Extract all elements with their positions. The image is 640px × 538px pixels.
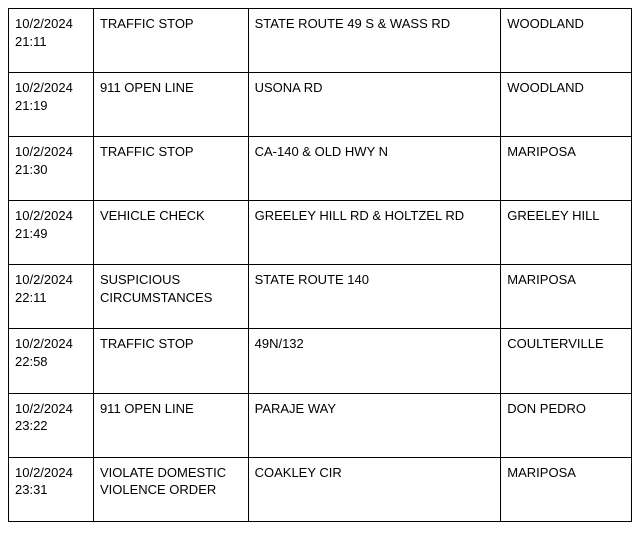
table-row: 10/2/2024 21:49 VEHICLE CHECK GREELEY HI… bbox=[9, 201, 632, 265]
cell-time: 23:22 bbox=[15, 417, 87, 435]
table-row: 10/2/2024 22:11 SUSPICIOUS CIRCUMSTANCES… bbox=[9, 265, 632, 329]
cell-incident-type: 911 OPEN LINE bbox=[93, 73, 248, 137]
cell-city: COULTERVILLE bbox=[501, 329, 632, 393]
cell-location: PARAJE WAY bbox=[248, 393, 501, 457]
cell-datetime: 10/2/2024 21:11 bbox=[9, 9, 94, 73]
cell-location: STATE ROUTE 49 S & WASS RD bbox=[248, 9, 501, 73]
cell-incident-type: SUSPICIOUS CIRCUMSTANCES bbox=[93, 265, 248, 329]
cell-city: GREELEY HILL bbox=[501, 201, 632, 265]
cell-date: 10/2/2024 bbox=[15, 271, 87, 289]
cell-date: 10/2/2024 bbox=[15, 207, 87, 225]
cell-location: GREELEY HILL RD & HOLTZEL RD bbox=[248, 201, 501, 265]
incident-log-body: 10/2/2024 21:11 TRAFFIC STOP STATE ROUTE… bbox=[9, 9, 632, 522]
cell-time: 21:49 bbox=[15, 225, 87, 243]
cell-date: 10/2/2024 bbox=[15, 464, 87, 482]
cell-datetime: 10/2/2024 21:19 bbox=[9, 73, 94, 137]
cell-city: WOODLAND bbox=[501, 73, 632, 137]
cell-time: 23:31 bbox=[15, 481, 87, 499]
cell-city: DON PEDRO bbox=[501, 393, 632, 457]
incident-log-table: 10/2/2024 21:11 TRAFFIC STOP STATE ROUTE… bbox=[8, 8, 632, 522]
cell-location: CA-140 & OLD HWY N bbox=[248, 137, 501, 201]
cell-city: MARIPOSA bbox=[501, 265, 632, 329]
cell-date: 10/2/2024 bbox=[15, 400, 87, 418]
cell-incident-type: VIOLATE DOMESTIC VIOLENCE ORDER bbox=[93, 457, 248, 521]
cell-incident-type: TRAFFIC STOP bbox=[93, 329, 248, 393]
cell-incident-type: TRAFFIC STOP bbox=[93, 137, 248, 201]
cell-datetime: 10/2/2024 22:11 bbox=[9, 265, 94, 329]
cell-datetime: 10/2/2024 23:31 bbox=[9, 457, 94, 521]
cell-incident-type: TRAFFIC STOP bbox=[93, 9, 248, 73]
cell-location: COAKLEY CIR bbox=[248, 457, 501, 521]
table-row: 10/2/2024 23:22 911 OPEN LINE PARAJE WAY… bbox=[9, 393, 632, 457]
cell-time: 22:11 bbox=[15, 289, 87, 307]
cell-date: 10/2/2024 bbox=[15, 79, 87, 97]
table-row: 10/2/2024 21:19 911 OPEN LINE USONA RD W… bbox=[9, 73, 632, 137]
table-row: 10/2/2024 21:30 TRAFFIC STOP CA-140 & OL… bbox=[9, 137, 632, 201]
cell-time: 22:58 bbox=[15, 353, 87, 371]
cell-datetime: 10/2/2024 21:49 bbox=[9, 201, 94, 265]
cell-location: USONA RD bbox=[248, 73, 501, 137]
cell-time: 21:11 bbox=[15, 33, 87, 51]
cell-city: MARIPOSA bbox=[501, 137, 632, 201]
table-row: 10/2/2024 22:58 TRAFFIC STOP 49N/132 COU… bbox=[9, 329, 632, 393]
cell-incident-type: 911 OPEN LINE bbox=[93, 393, 248, 457]
cell-incident-type: VEHICLE CHECK bbox=[93, 201, 248, 265]
cell-date: 10/2/2024 bbox=[15, 15, 87, 33]
cell-datetime: 10/2/2024 21:30 bbox=[9, 137, 94, 201]
cell-datetime: 10/2/2024 22:58 bbox=[9, 329, 94, 393]
cell-location: 49N/132 bbox=[248, 329, 501, 393]
cell-date: 10/2/2024 bbox=[15, 335, 87, 353]
cell-location: STATE ROUTE 140 bbox=[248, 265, 501, 329]
cell-date: 10/2/2024 bbox=[15, 143, 87, 161]
cell-city: MARIPOSA bbox=[501, 457, 632, 521]
cell-city: WOODLAND bbox=[501, 9, 632, 73]
table-row: 10/2/2024 23:31 VIOLATE DOMESTIC VIOLENC… bbox=[9, 457, 632, 521]
cell-datetime: 10/2/2024 23:22 bbox=[9, 393, 94, 457]
cell-time: 21:30 bbox=[15, 161, 87, 179]
cell-time: 21:19 bbox=[15, 97, 87, 115]
table-row: 10/2/2024 21:11 TRAFFIC STOP STATE ROUTE… bbox=[9, 9, 632, 73]
